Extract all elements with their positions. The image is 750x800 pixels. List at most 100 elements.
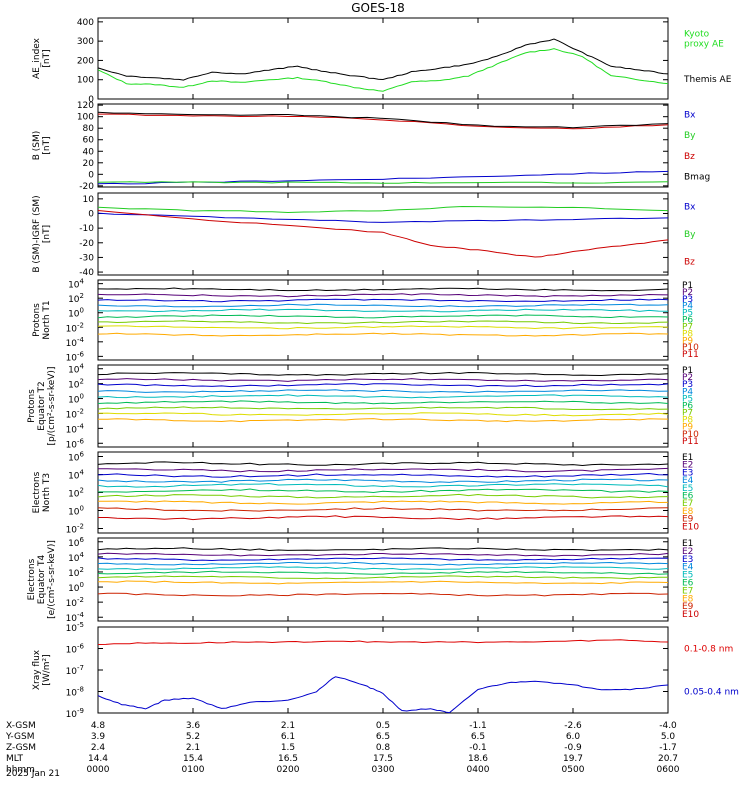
y-axis-label-line: Protons xyxy=(27,389,37,423)
y-tick-exponent: 0 xyxy=(80,393,84,401)
y-tick-label: 100 xyxy=(68,505,84,518)
legend-label: P8 xyxy=(682,329,693,339)
legend-label: E3 xyxy=(682,555,693,565)
y-axis-label-line: Xray flux xyxy=(32,649,42,690)
y-tick-label: 10-9 xyxy=(66,707,84,720)
y-tick-exponent: 4 xyxy=(80,469,85,477)
legend-label: Bx xyxy=(684,203,696,213)
y-tick-label: 10-2 xyxy=(66,523,84,536)
y-tick-label: 100 xyxy=(68,307,84,320)
y-tick-label: 102 xyxy=(68,566,84,579)
y-tick-exponent: -9 xyxy=(77,707,84,715)
y-tick-label: 100 xyxy=(77,113,94,123)
y-tick-label: 100 xyxy=(68,393,84,406)
y-tick-exponent: -2 xyxy=(77,596,84,604)
series-line xyxy=(97,592,669,597)
legend-label: E10 xyxy=(682,522,699,532)
series-line xyxy=(97,332,669,337)
y-tick-exponent: -2 xyxy=(77,523,84,531)
orbit-value: 1.5 xyxy=(281,743,295,753)
y-tick-exponent: -2 xyxy=(77,407,84,415)
y-tick-label: 100 xyxy=(77,76,94,86)
legend-label: P9 xyxy=(682,423,693,433)
series-line xyxy=(97,500,669,505)
y-tick-label: 10-6 xyxy=(66,350,85,363)
y-axis-label: ProtonsNorth T1 xyxy=(32,300,52,339)
series-line xyxy=(98,488,669,494)
legend-label: P6 xyxy=(682,401,693,411)
orbit-value: 2.4 xyxy=(91,743,106,753)
legend-label: E4 xyxy=(682,563,694,573)
y-axis-label: AE_index[nT] xyxy=(32,37,52,79)
y-tick-exponent: 4 xyxy=(80,363,85,371)
y-axis-label: ElectronsNorth T3 xyxy=(32,471,52,513)
series-line xyxy=(97,400,669,405)
y-tick-exponent: -6 xyxy=(77,350,85,358)
legend-label: proxy AE xyxy=(684,39,724,49)
orbit-value: 5.0 xyxy=(661,732,676,742)
y-tick-exponent: 0 xyxy=(80,505,84,513)
series-line xyxy=(97,570,669,575)
legend-label: E5 xyxy=(682,484,693,494)
series-line xyxy=(97,325,669,330)
legend-label: P11 xyxy=(682,350,699,360)
y-tick-label: 120 xyxy=(77,101,94,111)
y-tick-label: 10 xyxy=(83,195,95,205)
legend-label: P1 xyxy=(682,366,693,376)
orbit-value: 17.5 xyxy=(373,754,393,764)
orbit-value: 0400 xyxy=(467,765,490,775)
y-tick-label: 104 xyxy=(68,551,84,564)
series-line xyxy=(97,314,669,319)
panel-frame xyxy=(97,451,669,534)
orbit-table: X-GSM 4.8 3.6 2.1 0.5 -1.1 -2.6 -4.0 Y-GSM 3.9 5.2… xyxy=(5,721,680,775)
y-tick-exponent: 6 xyxy=(80,536,85,544)
y-tick-label: 106 xyxy=(68,536,84,549)
orbit-value: 0200 xyxy=(277,765,300,775)
orbit-value: 18.6 xyxy=(468,754,488,764)
y-tick-label: 10-6 xyxy=(66,437,85,450)
legend-label: Bz xyxy=(684,152,695,162)
y-axis-label-line: Equator T4 xyxy=(37,555,47,605)
series-line xyxy=(97,575,668,580)
orbit-value: 6.0 xyxy=(566,732,581,742)
series-line xyxy=(97,676,669,714)
panel-frame xyxy=(97,192,669,276)
y-axis-label-line: AE_index xyxy=(32,37,42,79)
orbit-value: 0300 xyxy=(372,765,395,775)
panel-frame xyxy=(97,626,669,714)
y-tick-label: 300 xyxy=(77,37,94,47)
orbit-row-label: MLT xyxy=(6,754,24,764)
legend-label: E5 xyxy=(682,571,693,581)
y-axis-label-line: [e/(cm²-s-sr-keV)] xyxy=(47,540,57,619)
panel-3: -40 -30 -20 -10 0 10 B (SM)-IGRF (SM)[nT] Bx By B… xyxy=(32,192,696,278)
legend-label: P5 xyxy=(682,309,693,319)
y-tick-label: 102 xyxy=(68,487,84,500)
panel-frame xyxy=(97,537,669,622)
orbit-value: 15.4 xyxy=(183,754,203,764)
y-tick-label: 0 xyxy=(88,210,94,220)
series-line xyxy=(98,320,669,325)
orbit-value: 0600 xyxy=(657,765,680,775)
legend-label: E9 xyxy=(682,602,694,612)
series-line xyxy=(97,298,669,303)
y-tick-label: 0 xyxy=(88,95,94,105)
orbit-value: 0.5 xyxy=(376,721,390,731)
orbit-value: 4.8 xyxy=(91,721,106,731)
y-tick-label: 60 xyxy=(83,136,95,146)
y-tick-label: 10-7 xyxy=(66,664,84,677)
series-line xyxy=(97,210,669,258)
series-line xyxy=(97,507,669,512)
series-line xyxy=(97,412,669,417)
series-line xyxy=(98,515,669,521)
y-tick-exponent: -4 xyxy=(77,611,85,619)
series-line xyxy=(97,482,669,488)
legend-label: P3 xyxy=(682,295,693,305)
y-tick-label: -20 xyxy=(79,182,94,192)
series-line xyxy=(97,394,669,399)
y-tick-label: 104 xyxy=(68,469,84,482)
legend-label: By xyxy=(684,230,696,240)
orbit-value: 5.2 xyxy=(186,732,200,742)
